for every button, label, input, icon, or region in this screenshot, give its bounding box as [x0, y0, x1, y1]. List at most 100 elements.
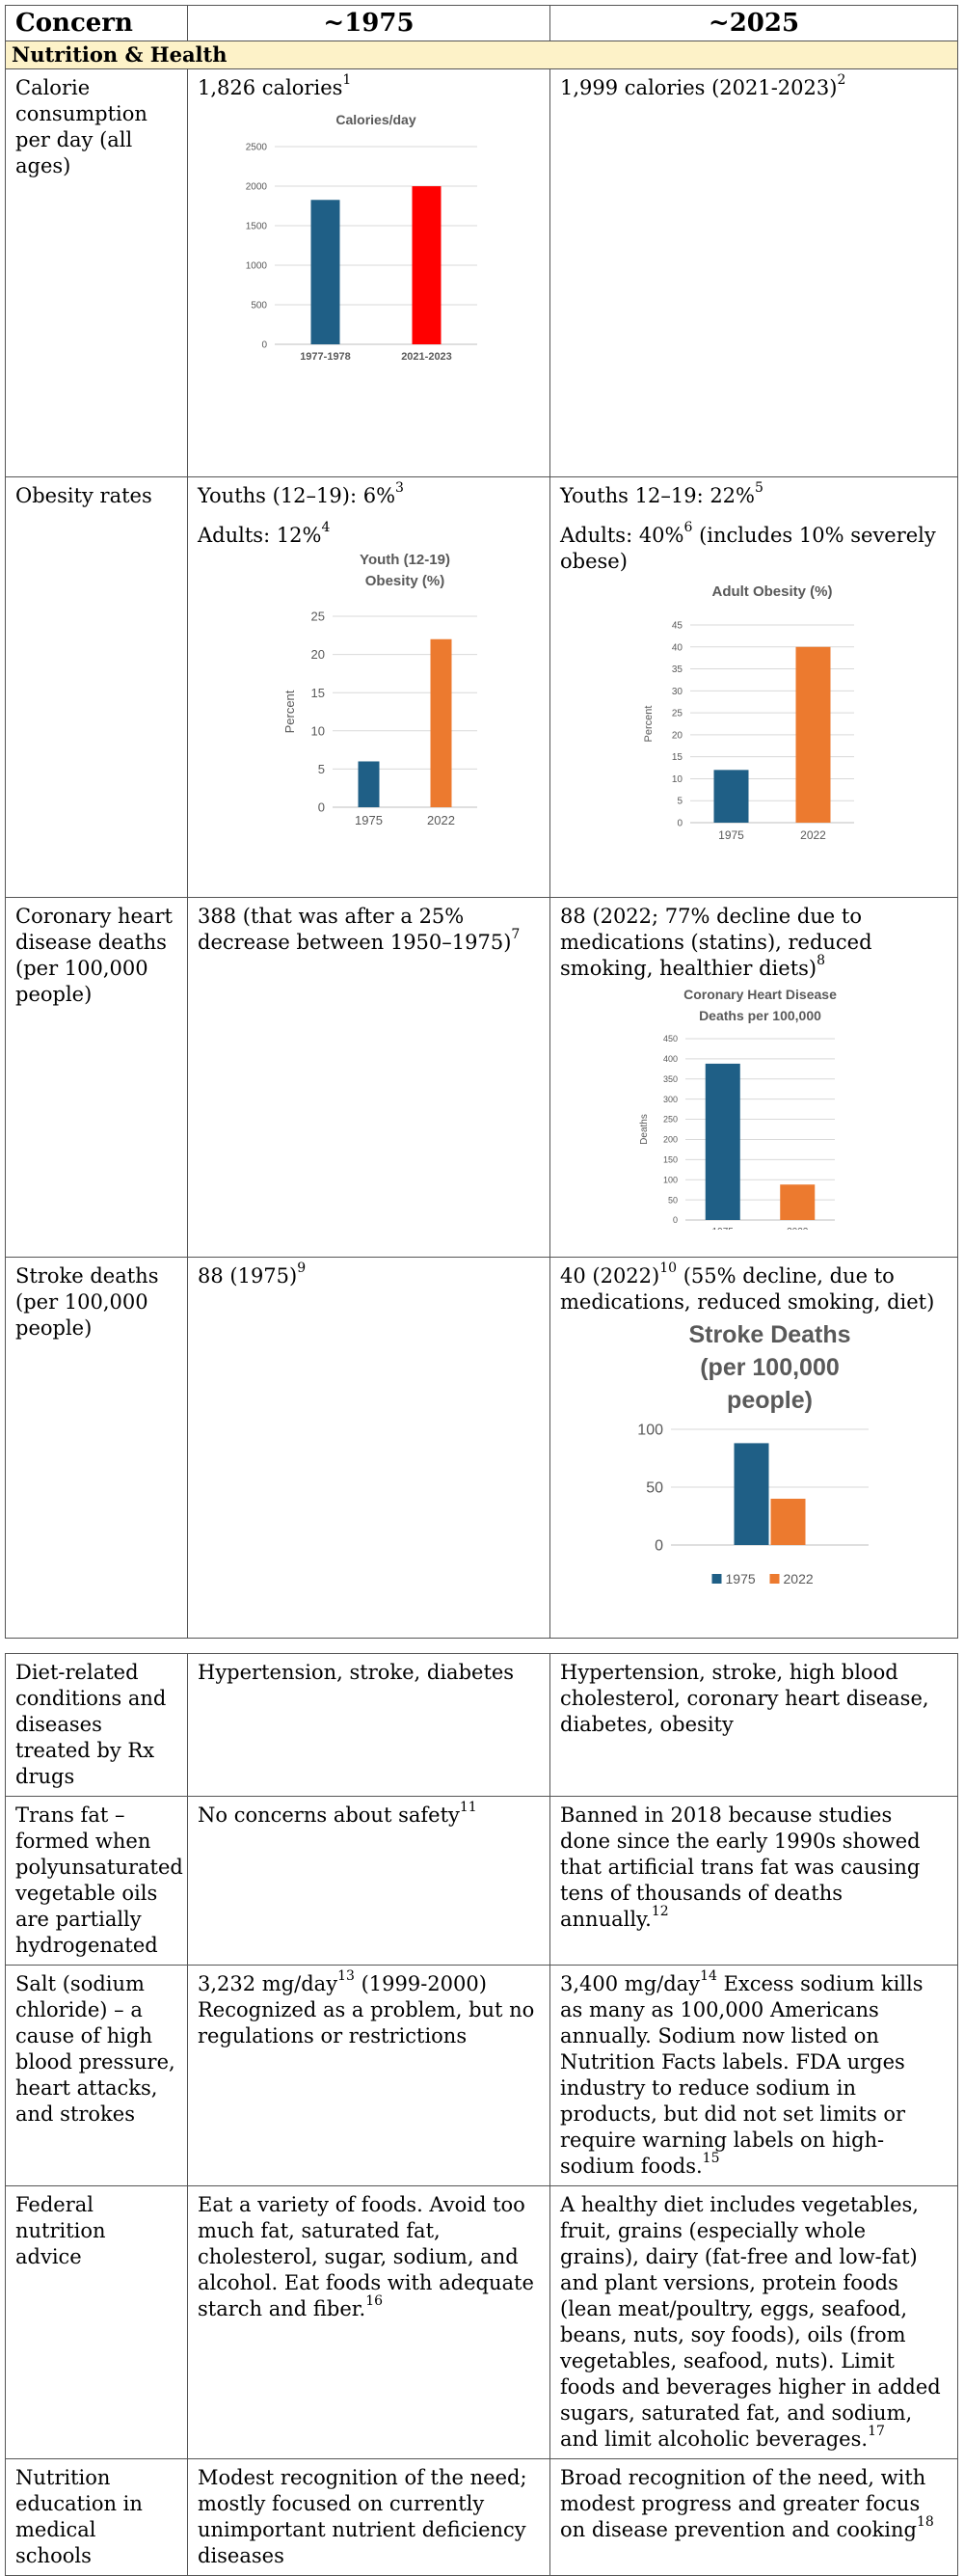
- y-tick-label: 0: [677, 819, 683, 829]
- footnote: 1: [342, 72, 352, 88]
- y-tick-label: 20: [672, 730, 683, 741]
- stroke-chart: Stroke Deaths (per 100,000 people) 0 50 100 19…: [637, 1321, 869, 1586]
- concern-cell: Diet-related conditions and diseases tre…: [5, 1653, 188, 1797]
- y-tick-label: 350: [663, 1074, 678, 1084]
- now-text: Youths 12–19: 22%: [560, 484, 755, 507]
- y-tick-label: 200: [663, 1135, 678, 1145]
- now-text: Broad recognition of the need, with mode…: [560, 2466, 926, 2541]
- now-cell: 40 (2022)10 (55% decline, due to medicat…: [549, 1257, 958, 1639]
- then-cell: Hypertension, stroke, diabetes: [187, 1653, 550, 1797]
- then-cell: Modest recognition of the need; mostly f…: [187, 2458, 550, 2576]
- bar: [412, 186, 442, 344]
- concern-cell: Salt (sodium chloride) – a cause of high…: [5, 1965, 188, 2186]
- concern-cell: Federal nutrition advice: [5, 2185, 188, 2459]
- legend-label: 1975: [726, 1571, 756, 1586]
- footnote: 6: [683, 520, 693, 535]
- footnote: 17: [868, 2424, 885, 2439]
- chart-title: Coronary Heart Disease: [683, 987, 837, 1002]
- now-cell: 1,999 calories (2021-2023)2: [549, 68, 958, 477]
- y-tick-label: 100: [637, 1423, 663, 1439]
- y-axis-label: Percent: [643, 706, 655, 743]
- table-row: Trans fat – formed when polyunsaturated …: [5, 1796, 958, 1966]
- concern-cell: Nutrition education in medical schools: [5, 2458, 188, 2576]
- footnote: 18: [916, 2514, 934, 2530]
- header-row: Concern ~1975 ~2025: [5, 5, 958, 41]
- concern-cell: Obesity rates: [5, 476, 188, 898]
- footnote: 11: [459, 1800, 477, 1815]
- header-2025: ~2025: [549, 5, 958, 41]
- concern-cell: Calorie consumption per day (all ages): [5, 68, 188, 477]
- footnote: 7: [511, 927, 521, 942]
- y-tick-label: 450: [663, 1034, 678, 1044]
- then-text: No concerns about safety: [198, 1803, 460, 1827]
- chart-title: Deaths per 100,000: [699, 1008, 821, 1023]
- chart-title: Adult Obesity (%): [711, 583, 832, 600]
- legend-swatch: [769, 1574, 780, 1584]
- footnote: 9: [297, 1261, 307, 1276]
- now-text: 1,999 calories (2021-2023): [560, 76, 838, 99]
- footnote: 4: [321, 520, 331, 535]
- legend-swatch: [711, 1574, 722, 1584]
- y-tick-label: 0: [318, 800, 325, 815]
- then-cell: No concerns about safety11: [187, 1796, 550, 1966]
- bar: [705, 1063, 740, 1220]
- now-cell: 88 (2022; 77% decline due to medications…: [549, 897, 958, 1258]
- then-text: (1999-2000) Recognized as a problem, but…: [198, 1972, 535, 2047]
- y-tick-label: 2000: [246, 182, 268, 193]
- x-tick-label: 1975: [712, 1227, 735, 1230]
- now-cell: Broad recognition of the need, with mode…: [549, 2458, 958, 2576]
- y-tick-label: 500: [251, 301, 267, 312]
- y-tick-label: 0: [261, 340, 267, 351]
- comparison-table: Concern ~1975 ~2025 Nutrition & Health C…: [5, 5, 958, 2576]
- y-tick-label: 300: [663, 1095, 678, 1104]
- now-cell: Banned in 2018 because studies done sinc…: [549, 1796, 958, 1966]
- y-tick-label: 30: [672, 687, 683, 697]
- bar: [780, 1184, 816, 1220]
- y-tick-label: 250: [663, 1115, 678, 1125]
- now-text: 40 (2022): [560, 1264, 660, 1288]
- then-text: 388 (that was after a 25% decrease betwe…: [198, 905, 512, 954]
- y-tick-label: 25: [672, 709, 683, 719]
- then-text: Youths (12–19): 6%: [198, 484, 396, 507]
- section-row: Nutrition & Health: [5, 41, 958, 69]
- y-tick-label: 1500: [246, 222, 268, 232]
- now-text: 3,400 mg/day: [560, 1972, 701, 1995]
- coronary-chart: Coronary Heart Disease Deaths per 100,000…: [639, 987, 837, 1230]
- adult-obesity-chart: Adult Obesity (%) 0 5 10 15 20 25 30 35 40 45 Perce…: [643, 583, 854, 842]
- y-tick-label: 400: [663, 1054, 678, 1064]
- y-axis-label: Deaths: [639, 1114, 650, 1145]
- x-tick-label: 2022: [800, 828, 826, 842]
- spacer-row: [5, 1638, 958, 1654]
- then-cell: 3,232 mg/day13 (1999-2000) Recognized as…: [187, 1965, 550, 2186]
- then-cell: Youths (12–19): 6%3 Adults: 12%4 Youth (…: [187, 476, 550, 898]
- then-cell: 88 (1975)9: [187, 1257, 550, 1639]
- chart-title: (per 100,000: [700, 1354, 840, 1381]
- table-row: Obesity rates Youths (12–19): 6%3 Adults…: [5, 476, 958, 898]
- footnote: 14: [700, 1968, 717, 1984]
- table-row: Nutrition education in medical schools M…: [5, 2458, 958, 2576]
- now-text: (includes 10% severely obese): [560, 524, 936, 573]
- y-tick-label: 10: [672, 774, 683, 785]
- x-tick-label: 2021-2023: [401, 351, 452, 363]
- now-text: Excess sodium kills as many as 100,000 A…: [560, 1972, 924, 2178]
- now-cell: Hypertension, stroke, high blood cholest…: [549, 1653, 958, 1797]
- y-tick-label: 10: [311, 723, 325, 738]
- x-tick-label: 2022: [427, 813, 455, 827]
- chart-title: Obesity (%): [365, 573, 445, 589]
- now-text: (55% decline, due to medications, reduce…: [560, 1264, 935, 1314]
- footnote: 10: [659, 1261, 678, 1276]
- y-tick-label: 45: [672, 621, 683, 632]
- now-cell: A healthy diet includes vegetables, frui…: [549, 2185, 958, 2459]
- x-tick-label: 2022: [787, 1227, 809, 1230]
- now-text: 88 (2022; 77% decline due to medications…: [560, 905, 872, 980]
- table-row: Calorie consumption per day (all ages) 1…: [5, 68, 958, 477]
- calories-chart: Calories/day 0 500 1000 1500 2000 2500 1977-197…: [246, 112, 477, 363]
- table-row: Federal nutrition advice Eat a variety o…: [5, 2185, 958, 2459]
- youth-obesity-chart: Youth (12-19) Obesity (%) 0 5 10 15 20 25 Percen…: [282, 552, 477, 827]
- chart-title: Youth (12-19): [360, 552, 450, 568]
- y-tick-label: 1000: [246, 261, 268, 272]
- footnote: 8: [817, 953, 826, 968]
- bar: [770, 1499, 806, 1545]
- footnote: 15: [702, 2151, 720, 2166]
- y-tick-label: 15: [672, 752, 683, 763]
